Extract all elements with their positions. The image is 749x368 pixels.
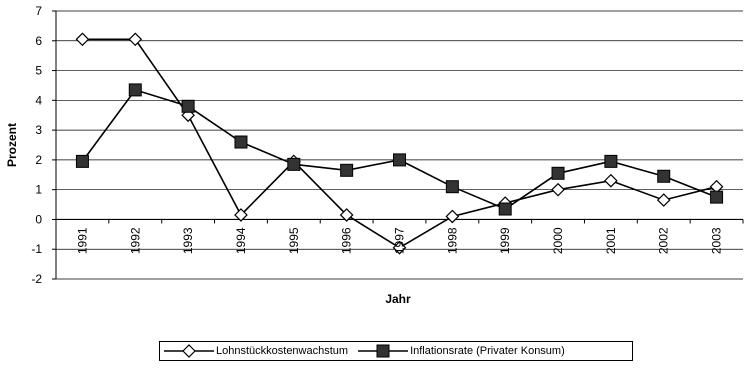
square-marker (393, 153, 406, 167)
series-inflationsrate (75, 83, 724, 216)
y-tick-label: -1 (31, 242, 42, 256)
square-marker (551, 166, 565, 180)
tick-labels: -2 -1 0 1 2 3 4 5 6 7 1991 1992 1993 1994 1995 1996 1997… (31, 4, 723, 286)
series-layer (75, 32, 724, 255)
x-tick-label: 2000 (551, 227, 565, 254)
x-tick-label: 1999 (498, 227, 512, 254)
diamond-marker (234, 208, 248, 222)
legend: Lohnstückkostenwachstum Inflationsrate (… (159, 341, 633, 361)
square-marker (340, 163, 354, 177)
x-tick-label: 1994 (234, 227, 248, 254)
x-tick-label: 1996 (340, 227, 354, 254)
y-tick-label: 1 (35, 183, 42, 197)
y-tick-label: -2 (31, 272, 42, 286)
axes (52, 10, 744, 280)
square-marker (710, 190, 724, 204)
legend-label-lohn: Lohnstückkostenwachstum (216, 345, 349, 357)
square-marker (75, 154, 89, 168)
x-tick-label: 1991 (75, 227, 89, 254)
legend-item-inflation: Inflationsrate (Privater Konsum) (358, 344, 565, 358)
diamond-marker (445, 209, 460, 224)
x-tick-label: 1993 (181, 227, 195, 254)
y-tick-label: 6 (35, 34, 42, 48)
y-tick-label: 5 (35, 64, 42, 78)
square-marker (234, 135, 248, 149)
x-axis-title: Jahr (385, 292, 411, 306)
y-axis-title: Prozent (5, 123, 19, 167)
x-tick-label: 2003 (710, 227, 724, 254)
series-line (81, 88, 717, 210)
series-lohnstueckkosten (75, 32, 724, 255)
legend-diamond-marker-icon (164, 344, 214, 358)
x-tick-label: 2001 (604, 227, 618, 254)
y-tick-label: 7 (35, 4, 42, 18)
x-tick-label: 1997 (393, 227, 407, 254)
y-tick-label: 0 (35, 212, 42, 226)
square-marker (604, 154, 618, 168)
diamond-marker (656, 193, 671, 207)
y-tick-label: 4 (35, 93, 42, 107)
square-marker (657, 169, 671, 183)
x-tick-label: 1992 (128, 227, 142, 254)
diamond-marker (392, 240, 407, 255)
square-marker (181, 99, 195, 113)
legend-square-marker-icon (358, 344, 409, 358)
diamond-marker (551, 182, 565, 197)
legend-item-lohn: Lohnstückkostenwachstum (164, 344, 348, 358)
square-marker (445, 180, 459, 194)
diamond-marker (339, 208, 354, 222)
square-marker (498, 202, 512, 216)
x-tick-label: 1998 (445, 227, 459, 254)
y-tick-label: 3 (35, 123, 42, 137)
square-marker (287, 157, 301, 171)
x-tick-label: 1995 (287, 227, 301, 254)
diamond-marker (604, 173, 618, 188)
diamond-marker (128, 32, 143, 47)
square-marker (128, 83, 142, 97)
y-tick-label: 2 (35, 153, 42, 167)
diamond-marker (75, 32, 90, 47)
legend-label-inflation: Inflationsrate (Privater Konsum) (410, 345, 565, 357)
x-tick-label: 2002 (657, 227, 671, 254)
